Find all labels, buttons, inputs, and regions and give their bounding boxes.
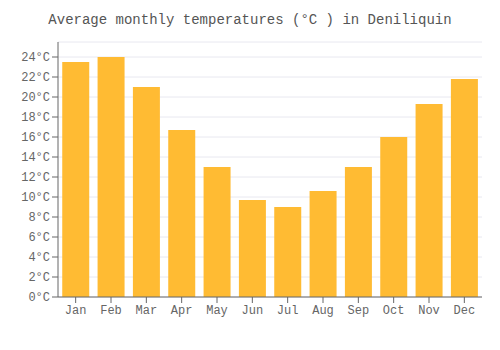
svg-text:May: May — [206, 304, 228, 318]
svg-text:2°C: 2°C — [28, 271, 50, 285]
svg-text:14°C: 14°C — [21, 151, 50, 165]
svg-text:18°C: 18°C — [21, 111, 50, 125]
html-text:Average monthly temperatures (: Average monthly temperatures (°C ) in De… — [48, 12, 452, 28]
svg-text:16°C: 16°C — [21, 131, 50, 145]
svg-text:0°C: 0°C — [28, 291, 50, 305]
svg-text:22°C: 22°C — [21, 71, 50, 85]
svg-text:Jun: Jun — [242, 304, 264, 318]
svg-text:Sep: Sep — [348, 304, 370, 318]
svg-text:Jan: Jan — [65, 304, 87, 318]
svg-text:Mar: Mar — [136, 304, 158, 318]
svg-text:Nov: Nov — [418, 304, 440, 318]
svg-text:Feb: Feb — [100, 304, 122, 318]
svg-text:10°C: 10°C — [21, 191, 50, 205]
svg-text:4°C: 4°C — [28, 251, 50, 265]
svg-text:24°C: 24°C — [21, 51, 50, 65]
svg-text:Jul: Jul — [277, 304, 299, 318]
svg-text:Apr: Apr — [171, 304, 193, 318]
svg-text:8°C: 8°C — [28, 211, 50, 225]
svg-text:Dec: Dec — [454, 304, 476, 318]
svg-text:20°C: 20°C — [21, 91, 50, 105]
svg-text:Aug: Aug — [312, 304, 334, 318]
svg-text:6°C: 6°C — [28, 231, 50, 245]
svg-text:12°C: 12°C — [21, 171, 50, 185]
svg-text:Oct: Oct — [383, 304, 405, 318]
